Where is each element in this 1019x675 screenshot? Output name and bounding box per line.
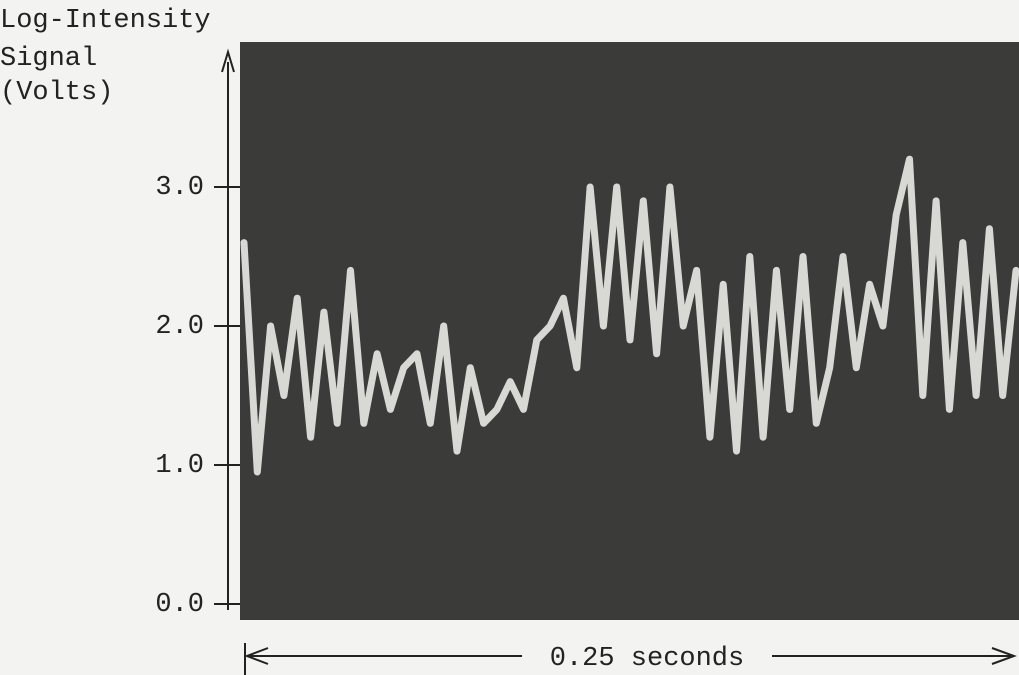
x-axis-label: 0.25 seconds xyxy=(550,644,744,674)
y-axis-label: Signal xyxy=(0,44,97,74)
y-axis-label: Log-Intensity xyxy=(0,6,211,36)
y-tick-label: 1.0 xyxy=(155,451,204,481)
chart: 0.25 seconds Log-Intensity Signal (Volts… xyxy=(0,0,1019,675)
y-tick-label: 3.0 xyxy=(155,173,204,203)
y-tick-label: 0.0 xyxy=(155,590,204,620)
y-tick-label: 2.0 xyxy=(155,312,204,342)
y-axis-label: (Volts) xyxy=(0,78,113,108)
